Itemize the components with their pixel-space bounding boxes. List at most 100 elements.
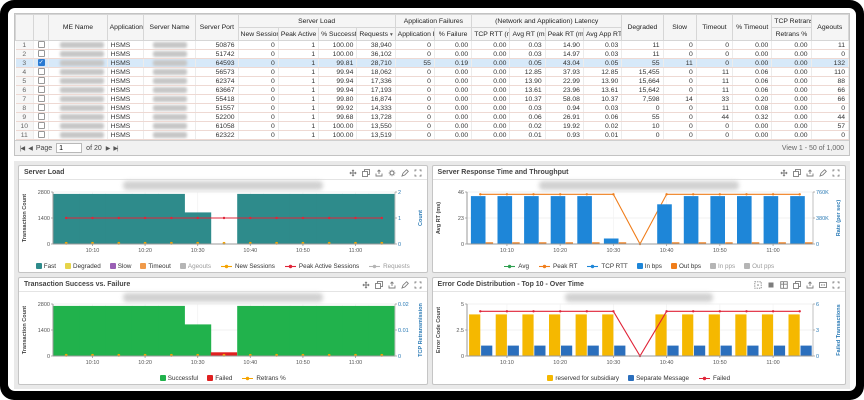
fullscreen-icon[interactable] — [414, 281, 422, 289]
move-icon[interactable] — [361, 280, 370, 289]
last-page-button[interactable]: ▶| — [113, 145, 118, 152]
row-checkbox[interactable] — [37, 50, 45, 58]
table-row[interactable]: 11 HSMS 62322 0 1 100.00 13,519 0 0.00 0.00 0.01 0.… — [15, 130, 850, 140]
table-row[interactable]: 1 HSMS 50876 0 1 100.00 38,940 0 0.00 0.00 0.03 14.… — [15, 40, 850, 50]
legend-item[interactable]: Failed — [207, 375, 232, 382]
clone-icon[interactable] — [793, 280, 801, 289]
clone-icon[interactable] — [374, 280, 383, 289]
column-header[interactable]: Ageouts — [810, 14, 850, 41]
export-icon[interactable] — [375, 168, 383, 177]
legend-item[interactable]: Out pps — [744, 263, 774, 270]
column-header[interactable]: % Timeout — [732, 14, 773, 41]
legend-item[interactable]: In pps — [710, 263, 735, 270]
row-checkbox[interactable]: ✓ — [37, 59, 45, 67]
legend-item[interactable]: New Sessions — [220, 263, 275, 270]
column-header[interactable]: Peak Active Se — [277, 27, 320, 41]
column-header[interactable]: ME Name — [48, 14, 108, 41]
table-row[interactable]: 6 HSMS 63667 0 1 99.94 17,193 0 0.00 0.00 13.61 23.… — [15, 85, 850, 95]
export-icon[interactable] — [806, 168, 814, 177]
clone-icon[interactable] — [793, 168, 801, 177]
row-checkbox[interactable] — [37, 77, 45, 85]
legend-item[interactable]: Separate Message — [628, 375, 689, 382]
legend-item[interactable]: Requests — [368, 263, 410, 270]
select-icon[interactable] — [754, 280, 762, 289]
column-header[interactable] — [14, 14, 35, 41]
table-row[interactable]: 10 HSMS 61058 0 1 100.00 13,550 0 0.00 0.00 0.02 19… — [15, 121, 850, 131]
table-row[interactable]: 7 HSMS 55418 0 1 99.80 16,874 0 0.00 0.00 10.37 58.… — [15, 94, 850, 104]
prev-page-button[interactable]: ◀ — [28, 145, 33, 152]
legend-item[interactable]: Ageouts — [179, 263, 211, 270]
row-checkbox[interactable] — [37, 41, 45, 49]
svg-text:10:40: 10:40 — [243, 360, 257, 366]
column-header[interactable]: Slow — [662, 14, 697, 41]
column-header[interactable]: Application Err — [394, 27, 435, 41]
legend-item[interactable]: reserved for subsidiary — [547, 375, 619, 382]
grid-icon[interactable] — [780, 280, 788, 289]
column-header[interactable]: Server Load — [237, 14, 396, 28]
table-row[interactable]: 2 HSMS 51742 0 1 100.00 36,102 0 0.00 0.00 0.03 14.… — [15, 49, 850, 59]
table-row[interactable]: 8 HSMS 51557 0 1 99.92 14,333 0 0.00 0.00 0.03 0.94… — [15, 103, 850, 113]
fullscreen-icon[interactable] — [414, 169, 422, 177]
stop-icon[interactable] — [767, 281, 775, 289]
column-header[interactable]: % Successful — [318, 27, 358, 41]
legend-item[interactable]: Avg — [503, 263, 529, 270]
legend-item[interactable]: Timeout — [140, 263, 171, 270]
legend-item[interactable]: Out bps — [670, 263, 701, 270]
row-checkbox[interactable] — [37, 95, 45, 103]
table-row[interactable]: 9 HSMS 52200 0 1 99.68 13,728 0 0.00 0.00 0.06 26.9… — [15, 112, 850, 122]
fullscreen-icon[interactable] — [832, 281, 840, 289]
fullscreen-icon[interactable] — [832, 169, 840, 177]
column-header[interactable]: TCP RTT (ms) — [471, 27, 511, 41]
column-header[interactable]: Server Port — [195, 14, 239, 41]
legend-item[interactable]: Fast — [35, 263, 56, 270]
table-row[interactable]: 4 HSMS 56573 0 1 99.94 18,062 0 0.00 0.00 12.85 37.… — [15, 67, 850, 77]
edit-icon[interactable] — [400, 280, 409, 289]
row-checkbox[interactable] — [37, 131, 45, 139]
row-checkbox[interactable] — [37, 68, 45, 76]
legend-item[interactable]: Peak RT — [538, 263, 577, 270]
legend-item[interactable]: Peak Active Sessions — [284, 263, 359, 270]
export-icon[interactable] — [388, 280, 396, 289]
row-checkbox[interactable] — [37, 113, 45, 121]
chart-canvas: 2800 1400 0 0.02 0.01 0 10:10 10:20 10:30 10:40 10… — [22, 302, 424, 366]
column-header[interactable]: Server Name — [142, 14, 197, 41]
export-icon[interactable] — [806, 280, 814, 289]
move-icon[interactable] — [780, 168, 788, 177]
table-row[interactable]: 5 HSMS 62374 0 1 99.94 17,336 0 0.00 0.00 13.90 22.… — [15, 76, 850, 86]
column-header[interactable] — [33, 14, 50, 41]
legend-item[interactable]: In bps — [636, 263, 662, 270]
row-checkbox[interactable] — [37, 122, 45, 130]
row-checkbox[interactable] — [37, 86, 45, 94]
edit-icon[interactable] — [819, 168, 827, 177]
legend-item[interactable]: Failed — [698, 375, 730, 382]
data-icon[interactable] — [819, 281, 827, 289]
table-row[interactable]: 3 ✓ HSMS 64593 0 1 99.81 28,710 55 0.19 0.00 0.05 43… — [15, 58, 850, 68]
legend-item[interactable]: Retrans % — [241, 375, 286, 382]
column-header[interactable]: (Network and Application) Latency — [471, 14, 623, 28]
column-header[interactable]: Avg RT (ms) — [509, 27, 546, 41]
legend-item[interactable]: Successful — [159, 375, 198, 382]
settings-icon[interactable] — [388, 169, 396, 177]
edit-icon[interactable] — [400, 168, 409, 177]
next-page-button[interactable]: ▶ — [105, 145, 111, 152]
metric-cell: 0.00 — [434, 94, 473, 104]
legend-item[interactable]: Degraded — [65, 263, 101, 270]
legend-item[interactable]: TCP RTT — [586, 263, 628, 270]
first-page-button[interactable]: |◀ — [20, 145, 25, 152]
column-header[interactable]: Application — [106, 14, 144, 41]
column-header[interactable]: Application Failures — [394, 14, 473, 28]
column-header[interactable]: % Failure — [433, 27, 473, 41]
column-header[interactable]: Degraded — [621, 14, 664, 41]
row-checkbox[interactable] — [37, 104, 45, 112]
column-header[interactable]: Avg App RT (m — [582, 27, 623, 41]
move-icon[interactable] — [348, 168, 357, 177]
page-number-input[interactable] — [56, 143, 83, 153]
column-header[interactable]: TCP Retransmi — [771, 14, 812, 28]
legend-item[interactable]: Slow — [109, 263, 131, 270]
clone-icon[interactable] — [361, 168, 370, 177]
column-header[interactable]: Requests ▾ — [356, 27, 396, 41]
column-header[interactable]: New Sessions — [237, 27, 279, 41]
column-header[interactable]: Retrans % — [771, 27, 812, 41]
column-header[interactable]: Timeout — [695, 14, 734, 41]
column-header[interactable]: Peak RT (ms) — [544, 27, 584, 41]
